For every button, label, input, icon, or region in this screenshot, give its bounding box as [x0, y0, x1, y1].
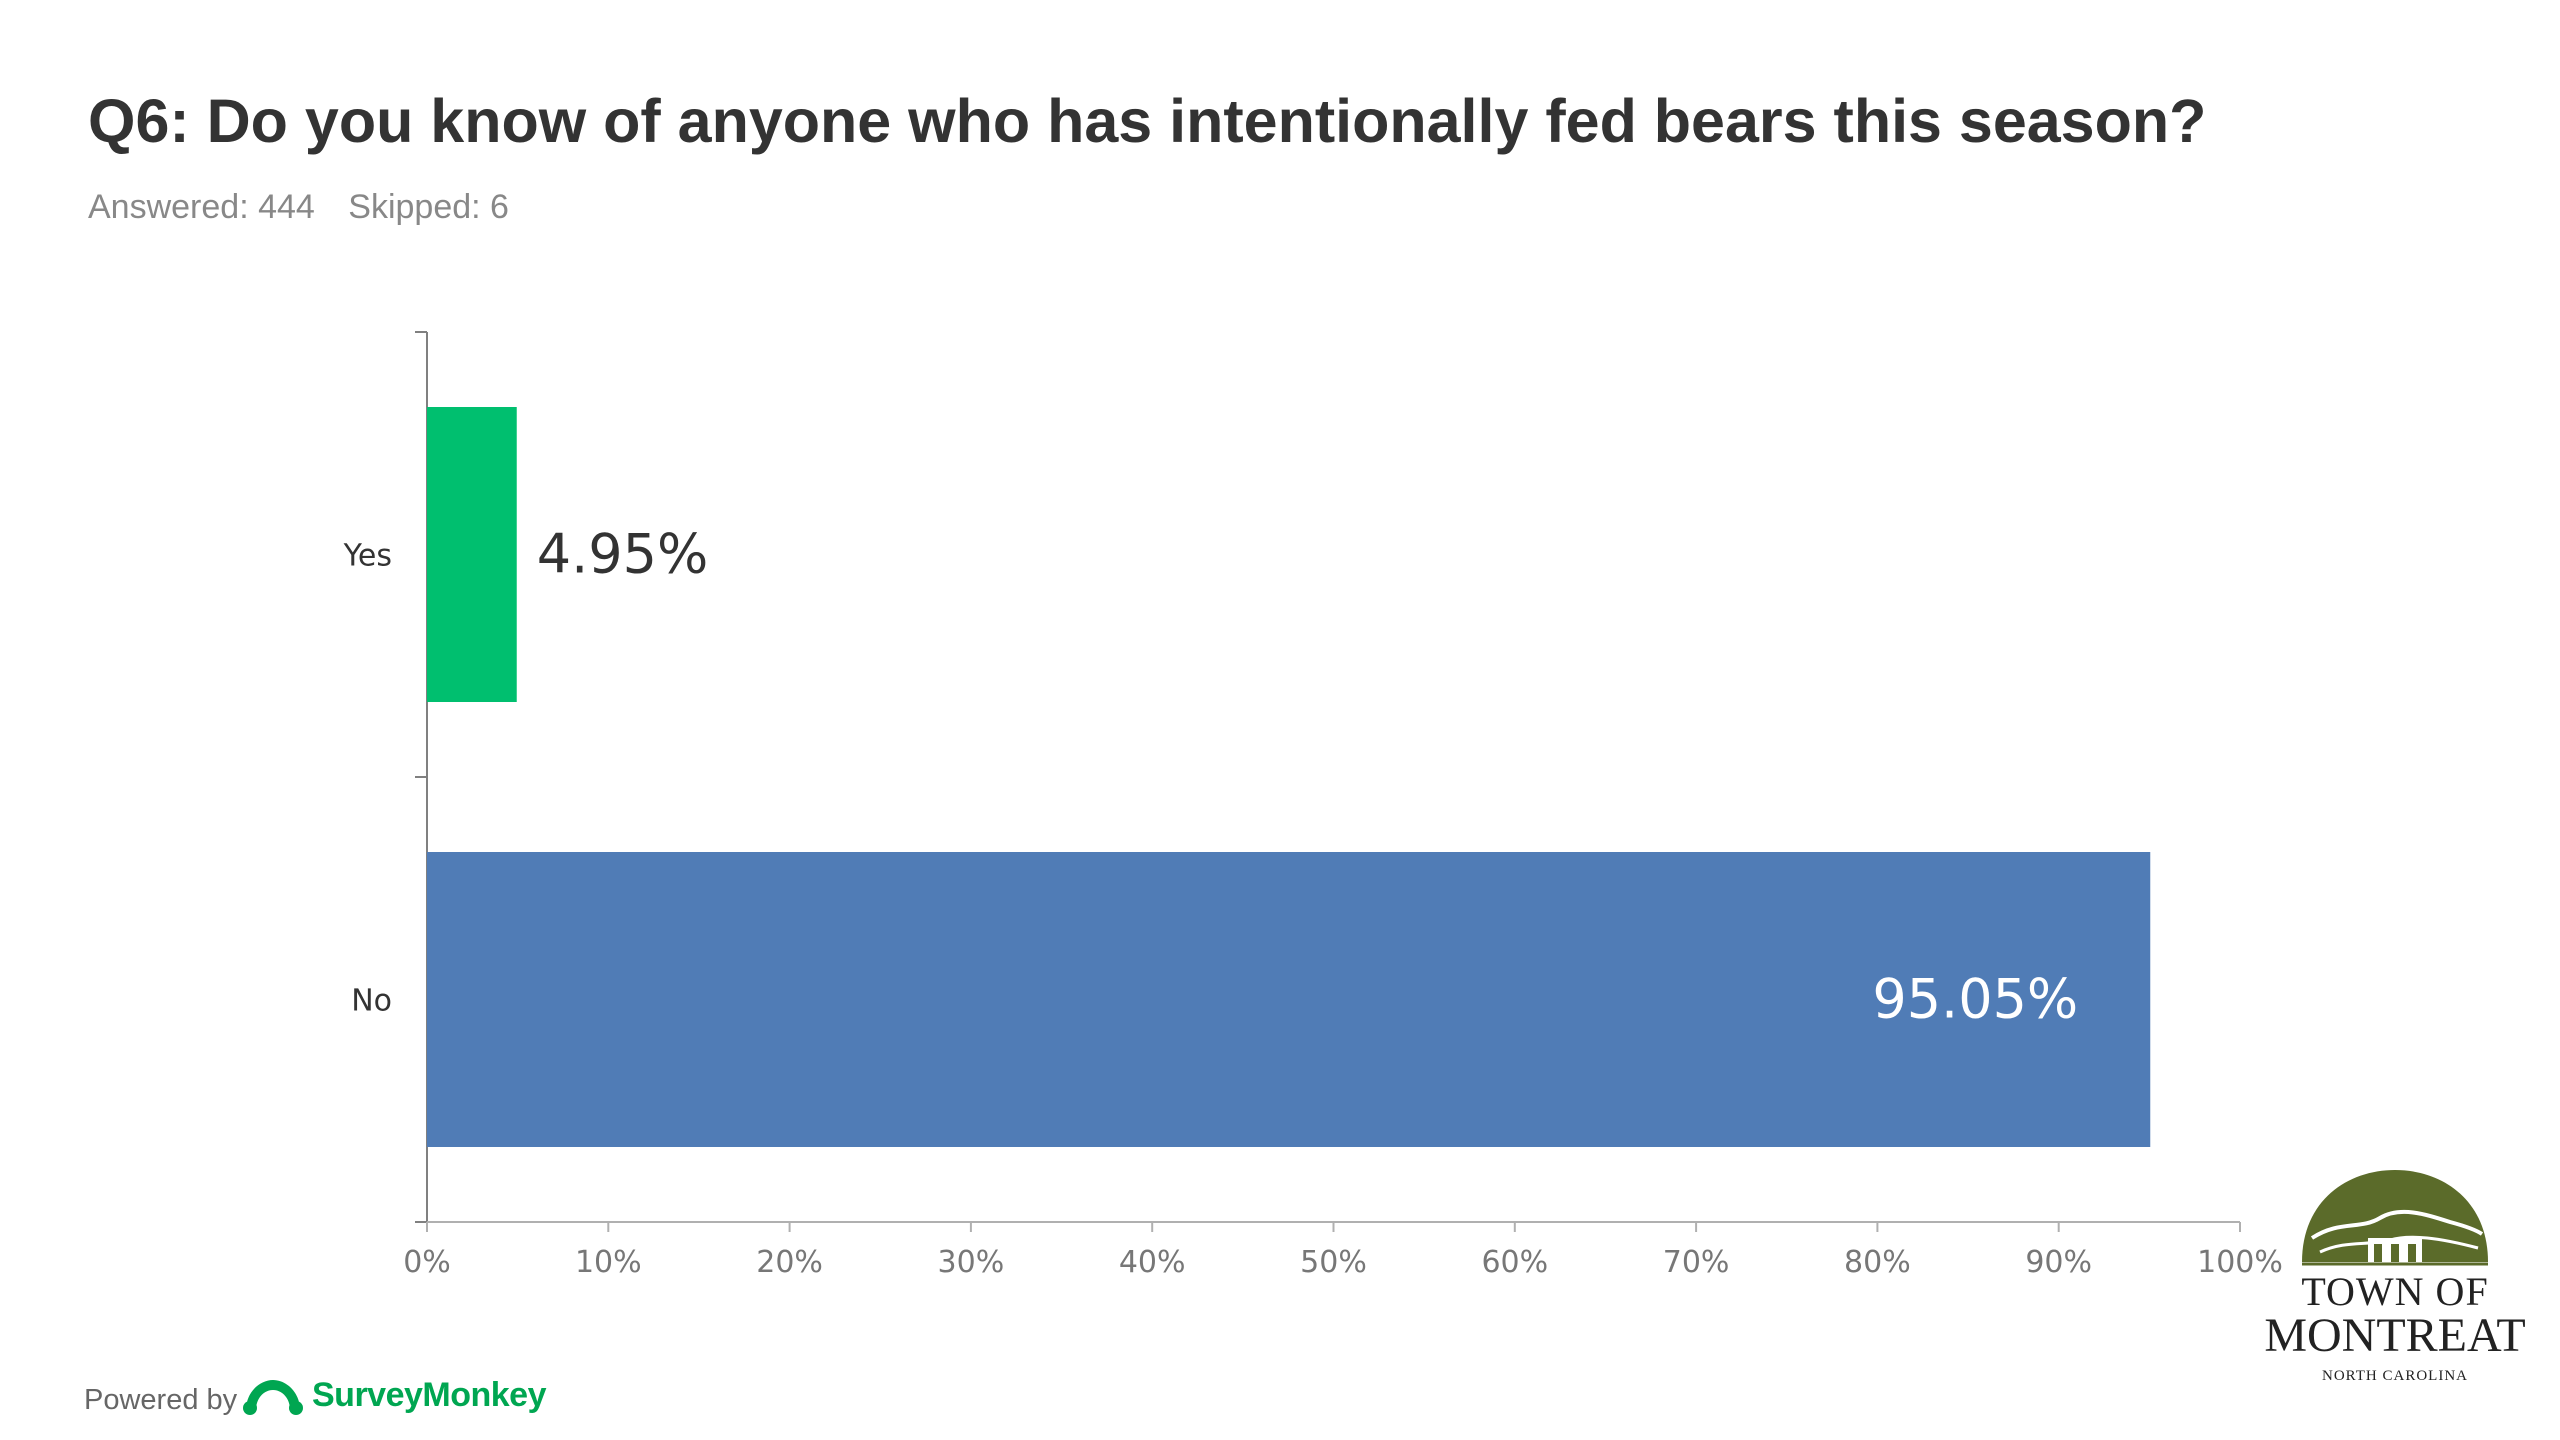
x-tick-label: 10% [575, 1245, 642, 1280]
skipped-count: Skipped: 6 [348, 188, 509, 226]
logo-line-town-of: TOWN OF [2301, 1269, 2489, 1314]
x-tick-label: 90% [2025, 1245, 2092, 1280]
x-tick-label: 30% [938, 1245, 1005, 1280]
bar-no [427, 852, 2151, 1147]
response-stats: Answered: 444 Skipped: 6 [88, 188, 533, 227]
x-tick-label: 100% [2197, 1245, 2283, 1280]
x-tick-label: 20% [756, 1245, 823, 1280]
powered-by-label: Powered by [84, 1384, 238, 1416]
page-title: Q6: Do you know of anyone who has intent… [88, 87, 2207, 155]
town-of-montreat-logo: TOWN OF MONTREAT NORTH CAROLINA [2250, 1160, 2540, 1390]
value-label-yes: 4.95% [537, 523, 709, 586]
answered-count: Answered: 444 [88, 188, 315, 226]
surveymonkey-brand-name: SurveyMonkey [312, 1375, 547, 1414]
value-label-no: 95.05% [1872, 968, 2078, 1031]
x-tick-label: 40% [1119, 1245, 1186, 1280]
x-tick-label: 0% [403, 1245, 451, 1280]
x-tick-label: 80% [1844, 1245, 1911, 1280]
surveymonkey-brand[interactable]: SurveyMonkey [242, 1374, 547, 1416]
x-tick-label: 50% [1300, 1245, 1367, 1280]
category-label-yes: Yes [343, 539, 392, 574]
x-tick-label: 70% [1663, 1245, 1730, 1280]
logo-line-north-carolina: NORTH CAROLINA [2321, 1368, 2468, 1384]
surveymonkey-logo-icon [243, 1380, 303, 1415]
montreat-gate-logo-icon [2302, 1170, 2488, 1266]
logo-line-montreat: MONTREAT [2264, 1309, 2526, 1362]
bar-yes [427, 407, 517, 702]
x-tick-label: 60% [1481, 1245, 1548, 1280]
category-label-no: No [351, 984, 392, 1019]
